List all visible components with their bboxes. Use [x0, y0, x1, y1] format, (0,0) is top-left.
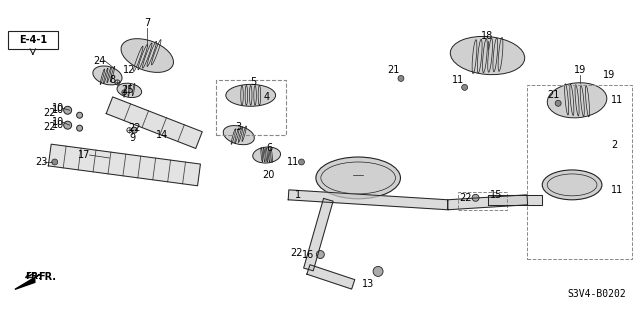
- Polygon shape: [15, 275, 40, 289]
- Text: 23: 23: [36, 157, 48, 167]
- Text: E-4-1: E-4-1: [19, 35, 47, 44]
- Polygon shape: [106, 97, 202, 148]
- Bar: [458, 192, 508, 210]
- Text: 22: 22: [460, 193, 472, 203]
- Text: 15: 15: [490, 190, 502, 200]
- Ellipse shape: [547, 83, 607, 118]
- Text: 7: 7: [144, 18, 150, 28]
- Text: 9: 9: [129, 133, 136, 143]
- Text: 11: 11: [287, 157, 300, 167]
- Text: 16: 16: [302, 250, 314, 260]
- Polygon shape: [447, 195, 527, 210]
- Circle shape: [316, 251, 324, 259]
- Ellipse shape: [253, 147, 280, 163]
- Text: 10: 10: [52, 120, 64, 130]
- Text: 19: 19: [603, 70, 615, 80]
- Bar: [216, 80, 285, 135]
- Circle shape: [461, 84, 468, 90]
- Ellipse shape: [542, 170, 602, 200]
- Polygon shape: [303, 198, 333, 271]
- Text: 24: 24: [93, 55, 106, 66]
- Text: 22: 22: [44, 108, 56, 118]
- Text: 22: 22: [128, 123, 141, 133]
- Text: 12: 12: [123, 66, 136, 76]
- Text: 1: 1: [296, 190, 301, 200]
- Text: 6: 6: [267, 143, 273, 153]
- Circle shape: [398, 76, 404, 81]
- Text: 19: 19: [574, 66, 586, 76]
- Text: 5: 5: [251, 77, 257, 87]
- Text: 14: 14: [156, 130, 168, 140]
- Text: 21: 21: [547, 90, 559, 100]
- Circle shape: [63, 106, 72, 114]
- Text: 3: 3: [236, 122, 242, 132]
- Polygon shape: [288, 190, 448, 210]
- Text: 20: 20: [262, 170, 275, 180]
- Circle shape: [52, 159, 58, 165]
- Text: 21: 21: [387, 66, 399, 76]
- Text: 10: 10: [52, 105, 64, 115]
- Circle shape: [298, 159, 305, 165]
- Text: 11: 11: [611, 185, 623, 195]
- Text: 22: 22: [44, 122, 56, 132]
- Text: 11: 11: [452, 76, 464, 85]
- Text: 4: 4: [264, 92, 269, 102]
- Text: FR.: FR.: [38, 272, 56, 283]
- Ellipse shape: [121, 39, 173, 72]
- Text: 11: 11: [611, 95, 623, 105]
- Circle shape: [472, 194, 479, 201]
- Circle shape: [63, 121, 72, 129]
- Ellipse shape: [93, 66, 122, 85]
- Text: 17: 17: [78, 150, 91, 160]
- Circle shape: [77, 125, 83, 131]
- Polygon shape: [48, 144, 200, 186]
- Ellipse shape: [223, 125, 254, 145]
- Text: 8: 8: [109, 76, 115, 85]
- Bar: [527, 85, 632, 260]
- Polygon shape: [488, 195, 542, 205]
- Text: 18: 18: [481, 31, 493, 41]
- Text: 2: 2: [612, 140, 618, 150]
- Circle shape: [373, 267, 383, 276]
- Text: S3V4-B0202: S3V4-B0202: [567, 289, 626, 299]
- Circle shape: [555, 100, 561, 106]
- Text: 10: 10: [52, 103, 64, 113]
- Text: 10: 10: [52, 117, 64, 127]
- Text: 22: 22: [290, 248, 303, 258]
- Polygon shape: [307, 265, 355, 289]
- Circle shape: [131, 127, 138, 133]
- Circle shape: [77, 112, 83, 118]
- Ellipse shape: [451, 36, 525, 75]
- Ellipse shape: [226, 84, 276, 106]
- Text: 13: 13: [362, 279, 374, 289]
- Ellipse shape: [316, 157, 401, 199]
- Ellipse shape: [117, 83, 141, 98]
- Text: 25: 25: [121, 85, 134, 95]
- Text: FR.: FR.: [25, 272, 42, 281]
- Bar: [8, 31, 58, 49]
